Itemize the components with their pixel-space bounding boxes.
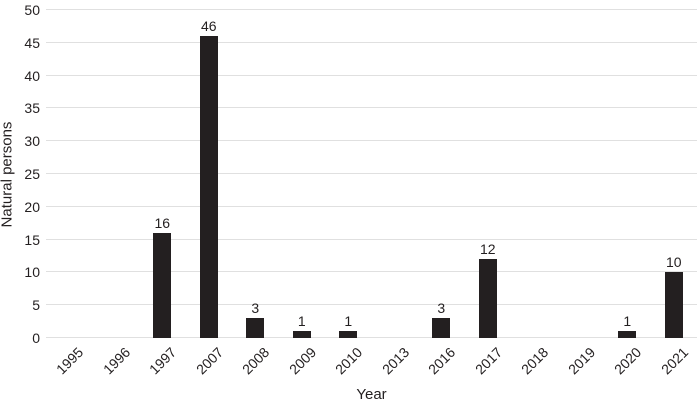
bar-cell <box>372 10 419 338</box>
y-tick-label: 10 <box>24 264 40 281</box>
bar-value-label: 3 <box>251 300 260 317</box>
bar <box>664 272 683 338</box>
x-tick-label: 2016 <box>425 344 459 378</box>
y-tick-label: 45 <box>24 34 40 51</box>
bar-cell <box>46 10 93 338</box>
y-tick-label: 50 <box>24 2 40 18</box>
bar <box>618 331 637 338</box>
gridline <box>46 107 697 109</box>
bar <box>199 36 218 338</box>
gridline <box>46 9 697 10</box>
gridline <box>46 140 697 142</box>
bar-cell: 46 <box>186 10 233 338</box>
plot-area: 16 46 3 1 1 3 12 1 10 <box>46 9 698 338</box>
y-tick-label: 30 <box>24 133 40 150</box>
bar-value-label: 1 <box>344 313 353 330</box>
y-tick-label: 0 <box>32 330 40 346</box>
y-tick-label: 20 <box>24 198 40 215</box>
bar-value-label: 1 <box>297 313 306 330</box>
bar-cell: 12 <box>465 10 512 338</box>
bar-cell: 1 <box>325 10 372 338</box>
bar-cell <box>511 10 558 338</box>
x-tick-label: 2007 <box>192 344 227 378</box>
y-tick-label: 40 <box>24 67 40 84</box>
bar-cell <box>93 10 140 338</box>
bar-value-label: 46 <box>200 18 217 35</box>
x-tick-label: 2019 <box>564 344 599 378</box>
gridline <box>46 173 697 174</box>
bar <box>478 259 497 338</box>
x-tick-label: 2008 <box>239 344 273 378</box>
bar-cell: 3 <box>232 10 279 338</box>
x-tick-label: 2020 <box>611 344 645 378</box>
bar-value-label: 3 <box>437 300 446 317</box>
gridline <box>46 238 697 240</box>
bar-value-label: 10 <box>665 254 682 271</box>
gridline <box>46 74 697 76</box>
gridline <box>46 41 697 43</box>
bar <box>292 331 311 338</box>
y-tick-label: 25 <box>24 166 40 182</box>
y-tick-label: 15 <box>24 231 40 248</box>
x-tick-label: 2009 <box>285 344 320 378</box>
x-tick-label: 2017 <box>471 344 506 378</box>
bar-cell: 3 <box>418 10 465 338</box>
bar-value-label: 12 <box>479 241 496 258</box>
bar-cell: 1 <box>279 10 326 338</box>
y-tick-label: 35 <box>24 100 40 117</box>
x-tick-label: 2013 <box>378 344 413 378</box>
gridline <box>46 271 697 273</box>
x-tick-label: 1997 <box>146 344 180 378</box>
bar <box>246 318 265 338</box>
x-tick-label: 1995 <box>53 344 87 378</box>
bar <box>153 233 172 338</box>
bar <box>339 331 358 338</box>
y-tick-label: 5 <box>32 297 40 314</box>
x-axis-title: Year <box>356 386 387 403</box>
gridline <box>46 304 697 306</box>
gridline <box>46 337 697 338</box>
bar-cell: 10 <box>651 10 698 338</box>
bar-value-label: 1 <box>623 313 632 330</box>
x-tick-label: 2018 <box>518 344 552 378</box>
bar-value-label: 16 <box>154 215 171 232</box>
bar-cell: 16 <box>139 10 186 338</box>
x-tick-label: 1996 <box>99 344 134 378</box>
x-tick-label: 2021 <box>657 344 692 378</box>
x-tick-label: 2010 <box>332 344 366 378</box>
bar <box>432 318 451 338</box>
gridline <box>46 205 697 207</box>
bar-cell <box>558 10 605 338</box>
bar-cell: 1 <box>604 10 651 338</box>
